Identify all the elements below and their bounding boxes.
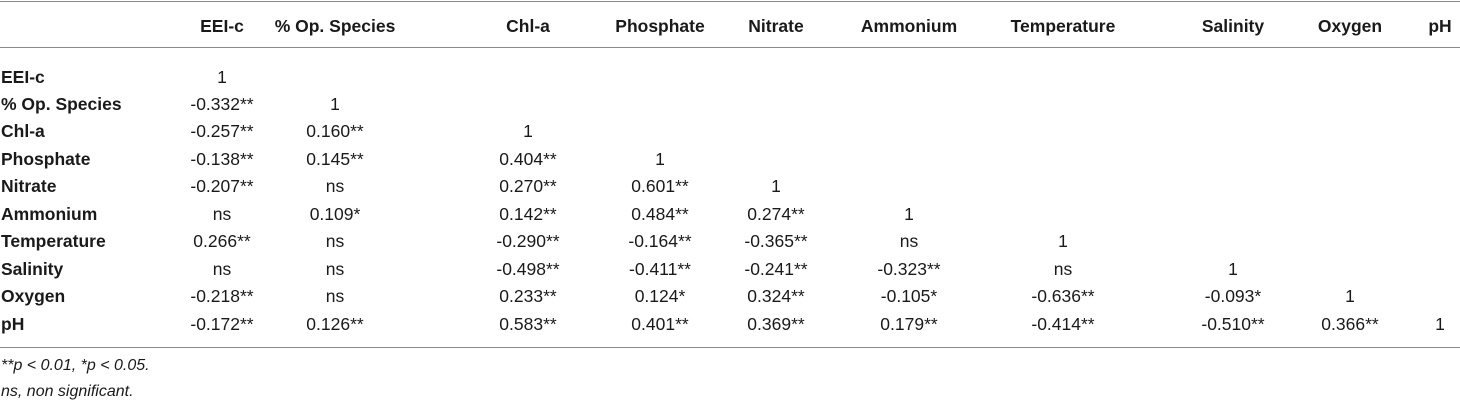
row-label: Temperature [1,231,106,251]
column-header: Ammonium [860,16,958,36]
table-cell: 0.145** [306,149,364,169]
table-cell: -0.207** [190,176,254,196]
table-cell: 1 [217,67,227,87]
table-cell: -0.164** [628,231,692,251]
table-cell: -0.218** [190,286,254,306]
footnote-significance: **p < 0.01, *p < 0.05. [1,357,150,374]
table-top-rule [0,1,1460,2]
table-cell: ns [325,231,345,251]
row-label: Ammonium [1,204,98,224]
table-cell: 0.124* [634,286,686,306]
table-cell: -0.257** [190,121,254,141]
table-cell: 0.270** [499,176,557,196]
table-cell: ns [325,259,345,279]
row-label: Nitrate [1,176,57,196]
table-cell: 0.601** [631,176,689,196]
table-cell: 0.266** [193,231,251,251]
table-cell: 0.274** [747,204,805,224]
table-cell: 1 [1435,314,1445,334]
table-cell: 0.179** [880,314,938,334]
column-header: % Op. Species [274,16,396,36]
table-cell: -0.498** [496,259,560,279]
table-cell: -0.636** [1031,286,1095,306]
table-cell: 0.369** [747,314,805,334]
table-cell: -0.414** [1031,314,1095,334]
footnote-ns: ns, non significant. [1,383,134,400]
table-cell: 1 [330,94,340,114]
table-cell: 0.583** [499,314,557,334]
row-label: Oxygen [1,286,66,306]
table-cell: 0.404** [499,149,557,169]
column-header: Temperature [1010,16,1116,36]
table-cell: 0.324** [747,286,805,306]
table-cell: 0.160** [306,121,364,141]
row-label: pH [1,314,25,334]
table-cell: 0.401** [631,314,689,334]
table-cell: -0.172** [190,314,254,334]
table-cell: 0.366** [1321,314,1379,334]
table-cell: -0.411** [629,259,691,279]
table-cell: 1 [1228,259,1238,279]
table-cell: -0.332** [190,94,254,114]
column-header: EEI-c [200,16,244,36]
table-cell: -0.093* [1204,286,1262,306]
table-cell: 1 [655,149,665,169]
table-header-rule [0,47,1460,48]
table-cell: 0.142** [499,204,557,224]
table-cell: -0.290** [496,231,560,251]
column-header: pH [1428,16,1452,36]
table-cell: ns [899,231,919,251]
table-cell: 0.109* [309,204,361,224]
column-header: Phosphate [615,16,705,36]
table-cell: -0.105* [880,286,938,306]
table-cell: ns [325,176,345,196]
column-header: Oxygen [1317,16,1383,36]
table-cell: -0.241** [744,259,808,279]
row-label: Phosphate [1,149,91,169]
table-cell: ns [212,204,232,224]
table-cell: 0.126** [306,314,364,334]
table-cell: 0.484** [631,204,689,224]
table-cell: 0.233** [499,286,557,306]
table-cell: 1 [1345,286,1355,306]
table-cell: 1 [771,176,781,196]
column-header: Nitrate [748,16,804,36]
table-cell: ns [1053,259,1073,279]
row-label: Salinity [1,259,64,279]
table-cell: 1 [1058,231,1068,251]
table-cell: ns [212,259,232,279]
column-header: Salinity [1201,16,1265,36]
table-cell: ns [325,286,345,306]
column-header: Chl-a [506,16,550,36]
table-bottom-rule [0,347,1460,348]
row-label: % Op. Species [1,94,122,114]
row-label: EEI-c [1,67,45,87]
row-label: Chl-a [1,121,45,141]
table-cell: -0.365** [744,231,808,251]
table-cell: -0.510** [1201,314,1265,334]
table-cell: 1 [904,204,914,224]
table-cell: -0.323** [877,259,941,279]
table-cell: 1 [523,121,533,141]
table-cell: -0.138** [190,149,254,169]
